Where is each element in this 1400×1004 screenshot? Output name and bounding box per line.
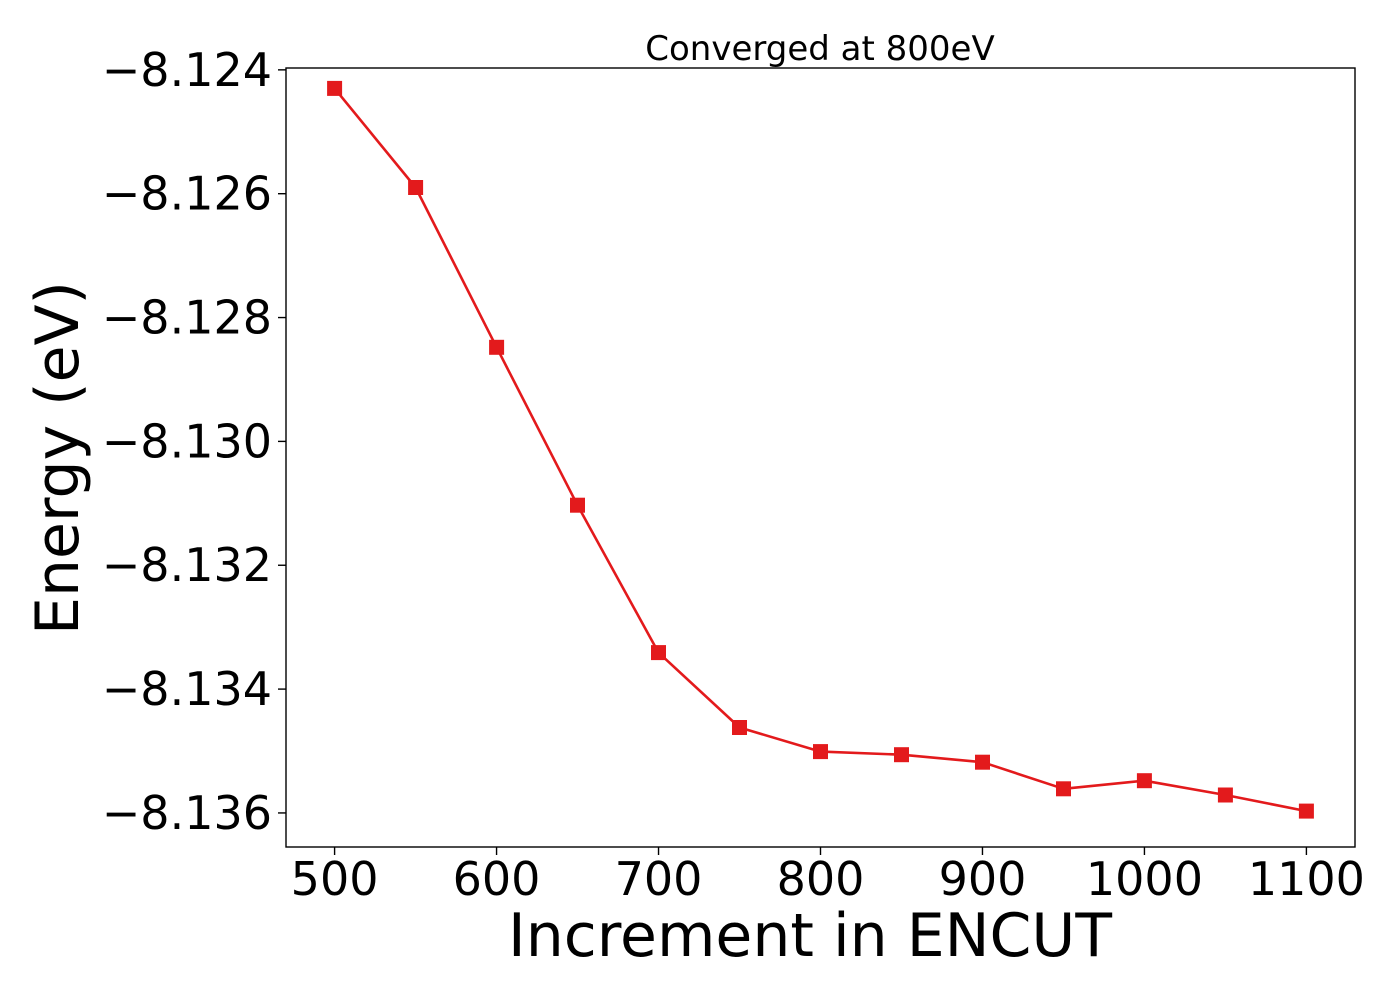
data-point-marker bbox=[327, 80, 343, 96]
data-point-marker bbox=[408, 180, 424, 195]
x-tick-label: 800 bbox=[777, 852, 865, 906]
x-tick-label: 1100 bbox=[1248, 852, 1365, 906]
y-tick-label: −8.130 bbox=[102, 414, 272, 468]
y-tick-label: −8.126 bbox=[102, 167, 272, 221]
data-point-marker bbox=[1217, 787, 1233, 803]
x-tick-label: 500 bbox=[291, 852, 379, 906]
y-tick-label: −8.128 bbox=[102, 291, 272, 345]
x-tick-label: 1000 bbox=[1086, 852, 1203, 906]
data-point-marker bbox=[1056, 781, 1071, 797]
x-tick-label: 700 bbox=[615, 852, 703, 906]
y-tick-label: −8.124 bbox=[102, 43, 272, 97]
chart-title: Converged at 800eV bbox=[645, 29, 994, 69]
data-point-marker bbox=[975, 754, 990, 770]
data-point-marker bbox=[570, 497, 585, 513]
data-point-marker bbox=[1298, 803, 1314, 819]
data-point-marker bbox=[894, 747, 909, 763]
y-tick-label: −8.132 bbox=[102, 538, 272, 592]
data-point-marker bbox=[813, 744, 828, 760]
data-point-marker bbox=[489, 339, 505, 355]
axis-ticks: 500 600 700 800 900 1000 1100 −8.124 −8.126 −8.12… bbox=[102, 43, 1365, 906]
y-tick-label: −8.136 bbox=[102, 786, 272, 840]
y-axis-title: Energy (eV) bbox=[23, 281, 93, 635]
x-tick-label: 900 bbox=[939, 852, 1027, 906]
data-point-marker bbox=[651, 645, 666, 661]
y-tick-label: −8.134 bbox=[102, 662, 272, 716]
x-tick-label: 600 bbox=[453, 852, 541, 906]
x-axis-title: Increment in ENCUT bbox=[508, 901, 1112, 971]
data-point-marker bbox=[1136, 773, 1152, 789]
plot-marks bbox=[327, 80, 1314, 819]
data-point-marker bbox=[732, 720, 747, 735]
